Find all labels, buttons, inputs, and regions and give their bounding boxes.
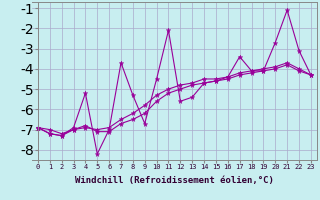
X-axis label: Windchill (Refroidissement éolien,°C): Windchill (Refroidissement éolien,°C) (75, 176, 274, 185)
